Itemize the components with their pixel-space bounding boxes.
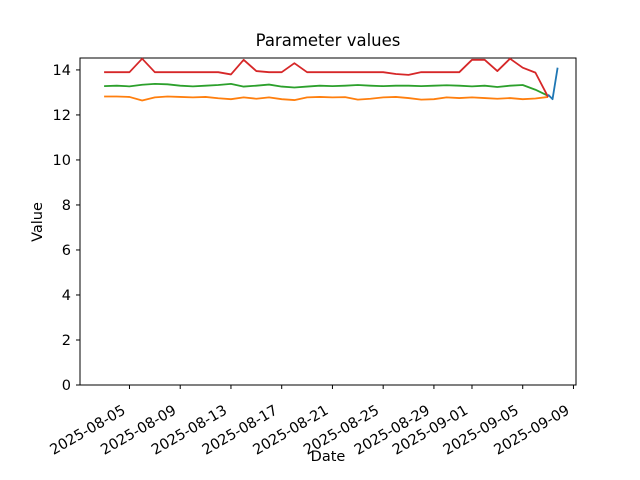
y-tick-label: 6	[62, 243, 71, 259]
series-line-green	[104, 82, 549, 97]
plot-area	[79, 57, 577, 386]
y-tick-label: 14	[53, 63, 71, 79]
y-tick-label: 10	[53, 153, 71, 169]
y-axis-label: Value	[30, 202, 46, 242]
x-axis-label: Date	[310, 449, 346, 465]
series-line-orange	[104, 95, 549, 102]
y-tick-label: 12	[53, 108, 71, 124]
y-tick-label: 0	[62, 378, 71, 394]
series-line-red	[104, 57, 549, 98]
y-tick-label: 8	[62, 198, 71, 214]
series-line-blue	[547, 67, 559, 101]
y-tick-label: 4	[62, 288, 71, 304]
y-tick-label: 2	[62, 333, 71, 349]
chart-title: Parameter values	[255, 31, 401, 50]
